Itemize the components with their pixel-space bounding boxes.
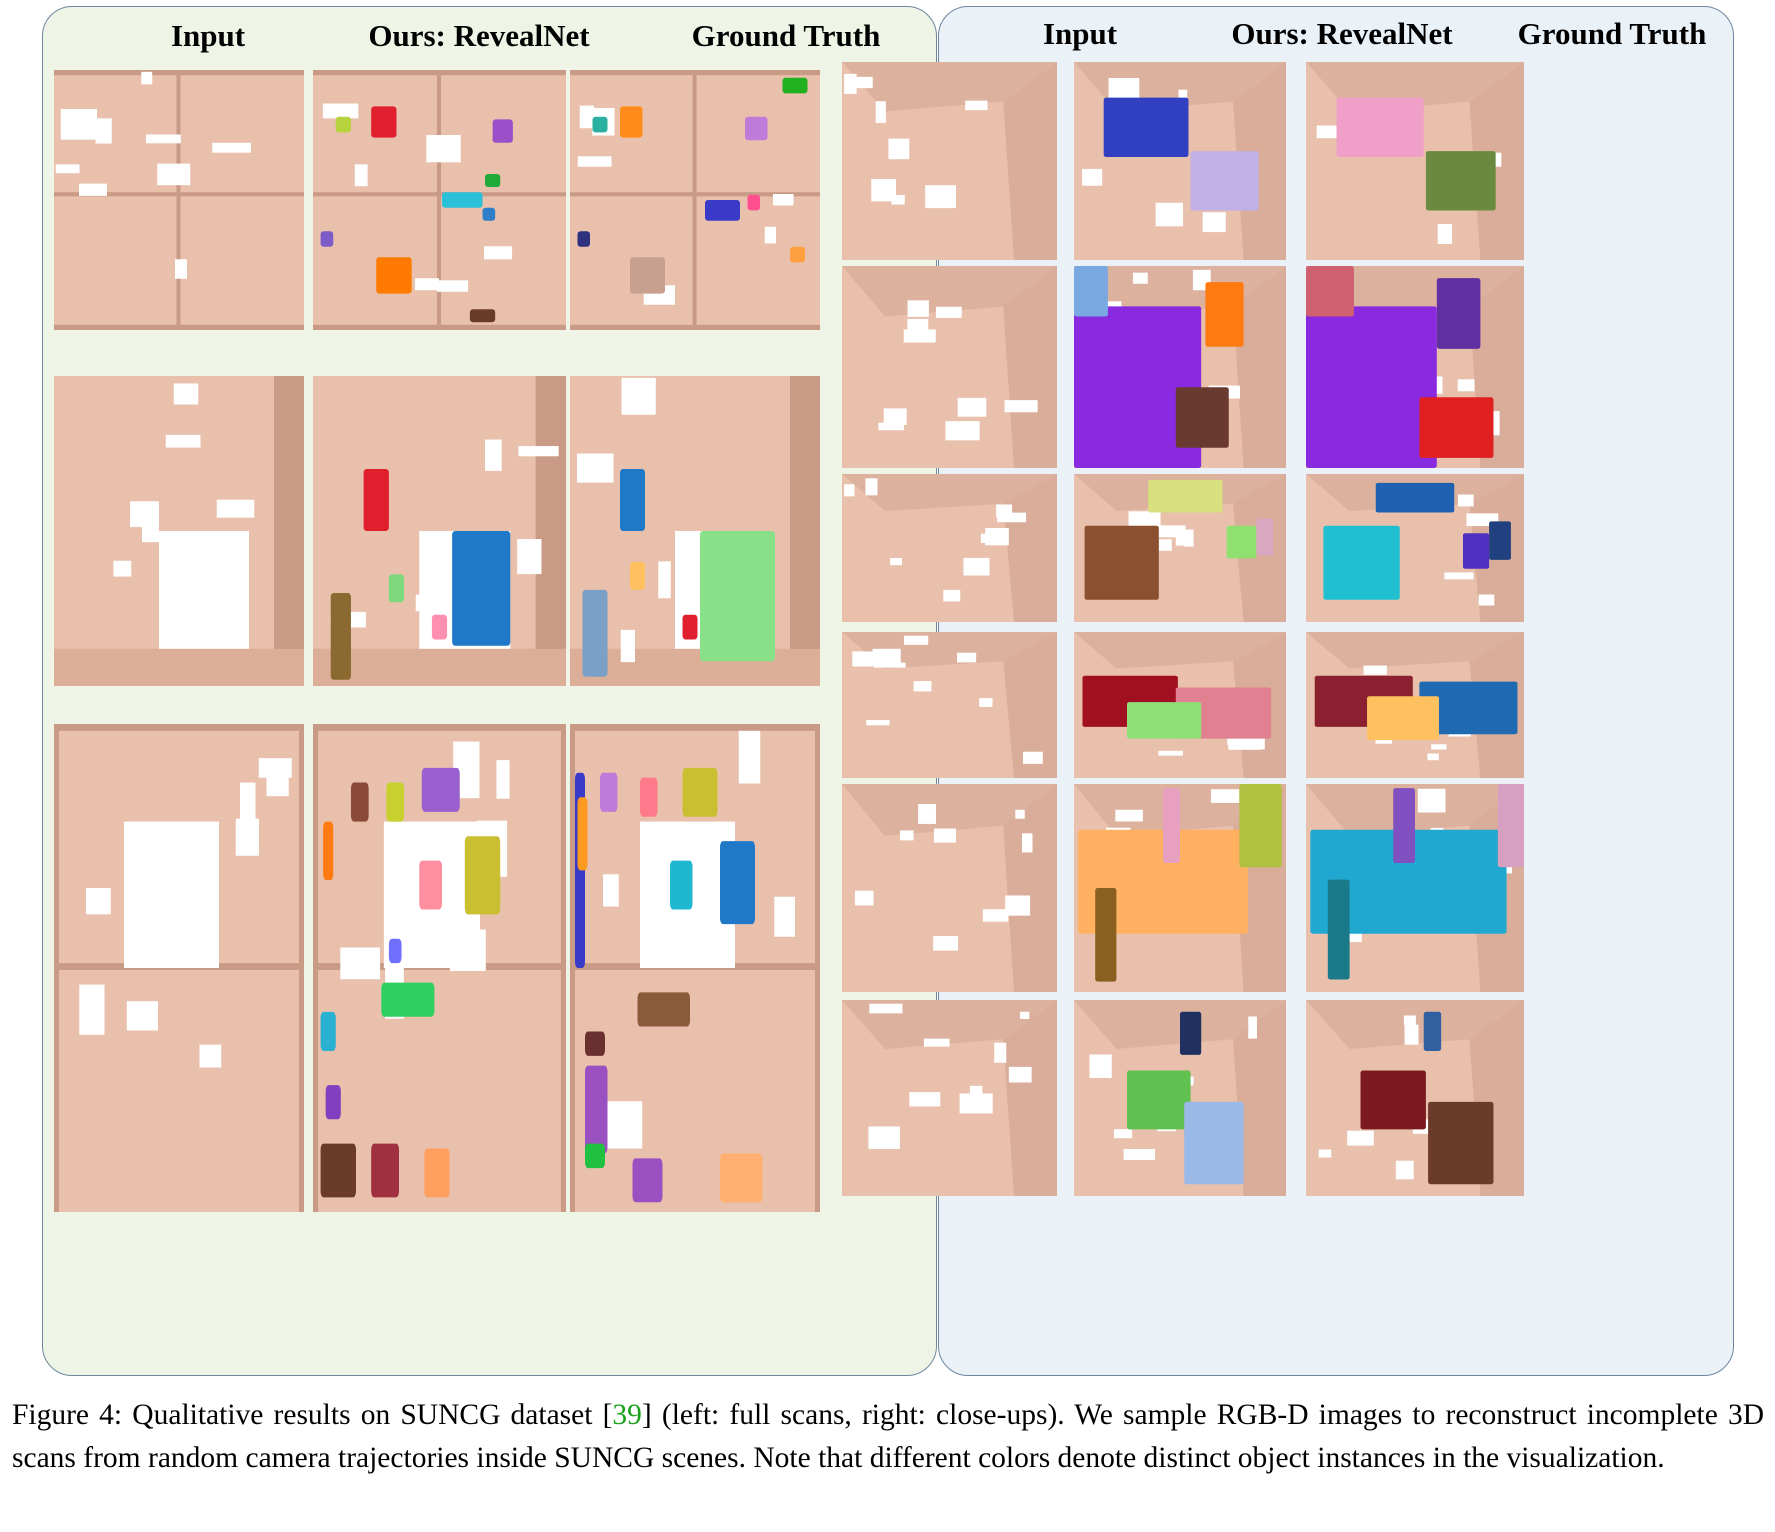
left-room-ours-image xyxy=(313,376,566,686)
figure-caption: Figure 4: Qualitative results on SUNCG d… xyxy=(12,1394,1764,1480)
right-bath-gt-image xyxy=(1306,62,1524,260)
right-header-ground-truth: Ground Truth xyxy=(1517,16,1707,51)
left-house4-ours-image xyxy=(313,70,566,330)
right-bath-ours-image xyxy=(1074,62,1286,260)
caption-text-start: Qualitative results on SUNCG dataset [ xyxy=(122,1399,613,1431)
right-living-input-image xyxy=(842,632,1057,778)
left-header-ours: Ours: RevealNet xyxy=(368,18,590,53)
left-room-input-image xyxy=(54,376,304,686)
left-house2-gt-image xyxy=(570,724,820,1212)
right-bath-input-image xyxy=(842,62,1057,260)
right-sofas-gt-image xyxy=(1306,474,1524,622)
right-chairs-gt-image xyxy=(1306,266,1524,468)
left-house4-gt-image xyxy=(570,70,820,330)
left-header-ground-truth: Ground Truth xyxy=(691,18,881,53)
right-chairs-input-image xyxy=(842,266,1057,468)
right-toilet-input-image xyxy=(842,1000,1057,1196)
left-house4-input-image xyxy=(54,70,304,330)
right-dining-ours-image xyxy=(1074,784,1286,992)
right-living-ours-image xyxy=(1074,632,1286,778)
right-header-input: Input xyxy=(1042,16,1118,51)
right-header-ours: Ours: RevealNet xyxy=(1231,16,1453,51)
right-toilet-ours-image xyxy=(1074,1000,1286,1196)
right-dining-input-image xyxy=(842,784,1057,992)
right-chairs-ours-image xyxy=(1074,266,1286,468)
left-header-input: Input xyxy=(170,18,246,53)
left-room-gt-image xyxy=(570,376,820,686)
caption-citation[interactable]: 39 xyxy=(612,1399,642,1431)
caption-figure-label: Figure 4: xyxy=(12,1399,123,1431)
right-dining-gt-image xyxy=(1306,784,1524,992)
right-toilet-gt-image xyxy=(1306,1000,1524,1196)
right-living-gt-image xyxy=(1306,632,1524,778)
left-house2-ours-image xyxy=(313,724,566,1212)
caption-text-end: ] (left: full scans, right: close-ups). … xyxy=(12,1399,1765,1474)
left-house2-input-image xyxy=(54,724,304,1212)
right-sofas-ours-image xyxy=(1074,474,1286,622)
right-sofas-input-image xyxy=(842,474,1057,622)
